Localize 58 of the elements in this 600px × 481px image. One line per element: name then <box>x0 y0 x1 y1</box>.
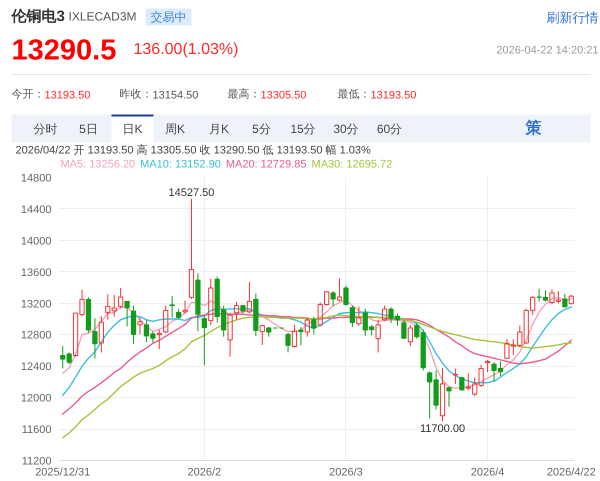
text: 最高： <box>228 88 260 100</box>
text: 30分 <box>333 122 359 136</box>
text: 13305.50 <box>260 90 306 102</box>
candlestick <box>98 316 104 353</box>
x-tick-label: 2026/2 <box>188 466 222 478</box>
text: 13193.50 <box>370 90 416 102</box>
text: 刷新行情 <box>546 10 598 25</box>
candlestick <box>137 316 143 335</box>
text: 分时 <box>34 122 58 136</box>
x-tick-label: 2026/4/22 <box>546 466 596 478</box>
text: 2026/04/22 开 13193.50 高 13305.50 收 13290.50 低 13193.50 幅 1.03% <box>16 144 372 156</box>
candlestick <box>130 305 136 344</box>
text: MA20: 12729.85 <box>226 158 307 170</box>
text: 交易中 <box>150 10 186 24</box>
y-tick-label: 12800 <box>20 330 52 342</box>
text: 日K <box>122 122 143 136</box>
text: 60分 <box>376 122 402 136</box>
candlestick <box>253 292 258 336</box>
y-tick-label: 14000 <box>20 235 52 248</box>
candlestick <box>311 316 316 335</box>
y-tick-label: 11600 <box>22 424 52 436</box>
y-tick-label: 13200 <box>20 298 52 310</box>
candlestick <box>92 318 98 359</box>
y-tick-label: 12400 <box>20 361 52 374</box>
y-tick-label: 13600 <box>20 266 52 279</box>
text: 13193.50 <box>44 90 90 102</box>
annotation: 11700.00 <box>420 423 466 436</box>
x-tick-label: 2026/4 <box>470 466 504 478</box>
y-tick-label: 14800 <box>20 172 52 184</box>
text: MA30: 12695.72 <box>312 158 392 170</box>
text: 最低： <box>338 88 370 100</box>
y-tick-label: 11200 <box>22 456 52 468</box>
x-tick-label: 2025/12/31 <box>35 466 90 478</box>
text: 2026-04-22 14:20:21 <box>496 44 599 56</box>
text: 5日 <box>79 122 98 136</box>
text: MA10: 13152.90 <box>140 158 221 170</box>
chart-subtitle: IXLECAD3M <box>68 10 137 24</box>
candlestick <box>170 295 175 318</box>
text: 周K <box>165 122 186 136</box>
text: 策 <box>524 119 542 137</box>
annotation: 14527.50 <box>168 186 214 199</box>
text: 15分 <box>290 122 316 136</box>
chart-title: 伦铜电3 <box>10 8 65 25</box>
y-tick-label: 12000 <box>20 392 52 405</box>
candlestick <box>208 278 214 326</box>
text: 5分 <box>252 122 271 136</box>
y-tick-label: 14400 <box>20 204 52 216</box>
text: 136.00(1.03%) <box>134 41 238 58</box>
text: MA5: 13256.20 <box>60 158 136 170</box>
text: 13154.50 <box>152 90 198 102</box>
text: 13290.5 <box>12 34 116 66</box>
candlestick <box>440 367 446 422</box>
candlestick <box>376 319 381 353</box>
text: 今开： <box>12 88 44 100</box>
candlestick <box>452 368 458 384</box>
x-tick-label: 2026/3 <box>329 466 363 478</box>
text: 昨收： <box>120 88 152 100</box>
text: 月K <box>209 122 230 136</box>
